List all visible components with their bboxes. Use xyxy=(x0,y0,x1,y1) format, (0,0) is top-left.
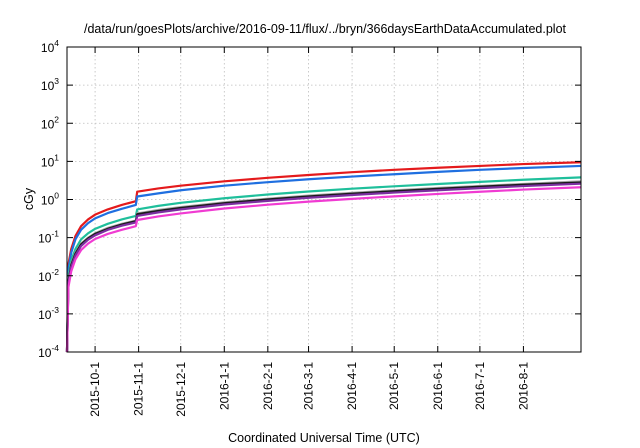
y-tick-label: 10-1 xyxy=(38,229,59,246)
y-tick-exponent: -4 xyxy=(51,343,59,353)
x-axis-tick-labels: 2015-10-1 2015-11-1 2015-12-1 2016-1-1 2016-… xyxy=(88,362,530,417)
x-tick-label: 2016-6-1 xyxy=(431,362,445,410)
y-tick-base: 10 xyxy=(38,308,52,322)
chart-title: /data/run/goesPlots/archive/2016-09-11/f… xyxy=(84,22,567,36)
x-tick-label: 2016-3-1 xyxy=(302,362,316,410)
x-tick-label: 2016-2-1 xyxy=(261,362,275,410)
series-line-7 xyxy=(65,186,582,353)
x-tick-label: 2015-12-1 xyxy=(174,362,188,417)
grid xyxy=(67,47,581,352)
x-tick-label: 2016-8-1 xyxy=(516,362,530,410)
series-line-4 xyxy=(65,180,582,353)
y-tick-label: 10-3 xyxy=(38,305,59,322)
y-tick-label: 100 xyxy=(41,191,59,208)
y-tick-base: 10 xyxy=(41,79,55,93)
y-tick-exponent: 2 xyxy=(54,114,59,124)
y-axis-label: cGy xyxy=(22,187,36,210)
y-tick-label: 102 xyxy=(41,114,59,131)
x-tick-label: 2015-11-1 xyxy=(132,362,146,416)
y-tick-base: 10 xyxy=(41,194,55,208)
y-tick-exponent: 3 xyxy=(54,76,59,86)
y-tick-exponent: 4 xyxy=(54,38,59,48)
x-tick-label: 2016-5-1 xyxy=(387,362,401,410)
y-tick-exponent: -2 xyxy=(51,267,59,277)
x-tick-label: 2016-1-1 xyxy=(217,362,231,410)
y-tick-base: 10 xyxy=(38,270,52,284)
y-tick-label: 103 xyxy=(41,76,59,93)
series-layer xyxy=(65,161,582,353)
x-tick-label: 2016-4-1 xyxy=(345,362,359,410)
y-tick-base: 10 xyxy=(41,117,55,131)
y-tick-exponent: -1 xyxy=(51,229,59,239)
y-tick-label: 101 xyxy=(41,152,59,169)
axis-ticks xyxy=(67,46,581,353)
x-tick-label: 2016-7-1 xyxy=(473,362,487,410)
series-line-3 xyxy=(65,176,582,353)
y-tick-label: 104 xyxy=(41,38,59,55)
series-line-2 xyxy=(65,164,582,353)
y-tick-label: 10-4 xyxy=(38,343,59,360)
y-tick-base: 10 xyxy=(38,346,52,360)
x-tick-label: 2015-10-1 xyxy=(88,362,102,417)
series-line-6 xyxy=(65,182,582,353)
y-tick-base: 10 xyxy=(38,232,52,246)
x-axis-label: Coordinated Universal Time (UTC) xyxy=(228,431,420,445)
y-tick-exponent: -3 xyxy=(51,305,59,315)
y-tick-label: 10-2 xyxy=(38,267,59,284)
series-line-1 xyxy=(65,161,582,353)
y-tick-base: 10 xyxy=(41,41,55,55)
y-tick-exponent: 1 xyxy=(54,152,59,162)
y-tick-exponent: 0 xyxy=(54,191,59,201)
y-tick-base: 10 xyxy=(41,155,55,169)
